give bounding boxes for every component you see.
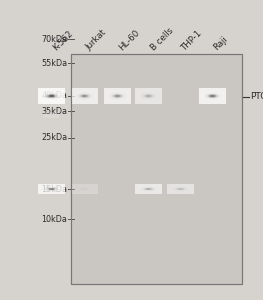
Text: 10kDa: 10kDa xyxy=(41,214,67,224)
Text: PTCRA: PTCRA xyxy=(250,92,263,101)
Text: B cells: B cells xyxy=(149,26,175,52)
Text: 25kDa: 25kDa xyxy=(41,134,67,142)
Text: 40kDa: 40kDa xyxy=(41,92,67,100)
Text: K-562: K-562 xyxy=(51,29,75,52)
Text: 35kDa: 35kDa xyxy=(41,106,67,116)
Text: 55kDa: 55kDa xyxy=(41,58,67,68)
Text: THP-1: THP-1 xyxy=(180,28,204,52)
Text: 15kDa: 15kDa xyxy=(41,184,67,194)
Text: Raji: Raji xyxy=(212,35,229,52)
Bar xyxy=(71,54,242,284)
Bar xyxy=(71,54,242,284)
Text: Jurkat: Jurkat xyxy=(84,28,108,52)
Text: HL-60: HL-60 xyxy=(117,28,141,52)
Text: 70kDa: 70kDa xyxy=(41,34,67,43)
